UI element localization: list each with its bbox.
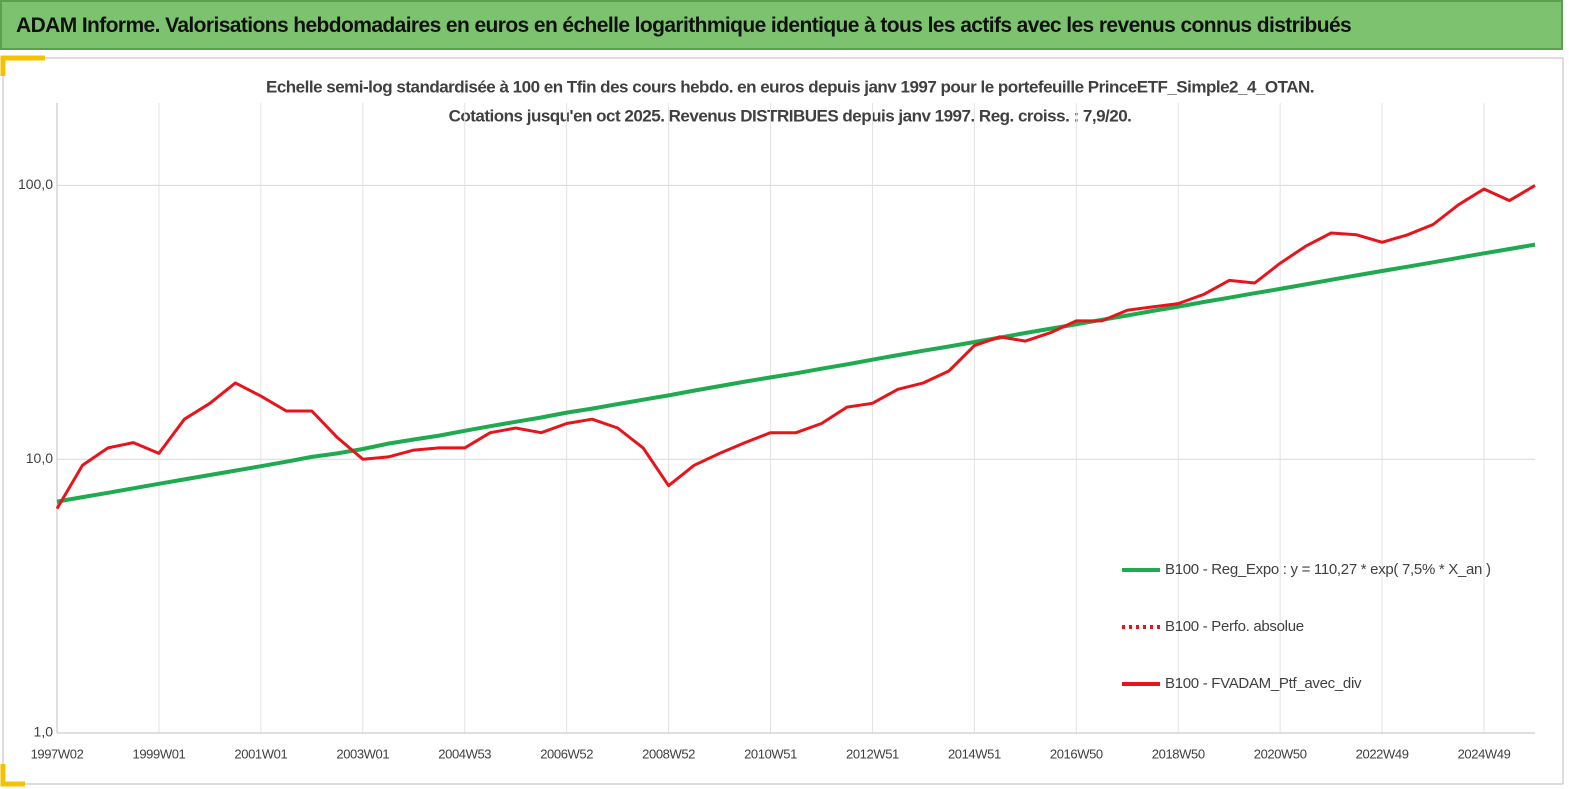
x-tick-label: 2014W51: [948, 746, 1001, 761]
y-tick-label: 1,0: [34, 724, 54, 740]
x-tick-label: 2016W50: [1050, 746, 1103, 761]
x-tick-label: 2004W53: [438, 746, 491, 761]
corner-accent: [0, 764, 25, 787]
series-line: [55, 184, 1536, 510]
chart-title: Echelle semi-log standardisée à 100 en T…: [266, 77, 1314, 96]
x-tick-label: 2012W51: [846, 746, 899, 761]
chart-frame: [2, 57, 1564, 785]
x-tick-label: 2001W01: [234, 746, 287, 761]
y-tick-label: 100,0: [18, 176, 53, 192]
x-tick-label: 2022W49: [1356, 746, 1409, 761]
chart-subtitle: Cotations jusqu'en oct 2025. Revenus DIS…: [449, 106, 1132, 125]
x-tick-label: 2008W52: [642, 746, 695, 761]
x-tick-label: 2024W49: [1458, 746, 1511, 761]
banner: ADAM Informe. Valorisations hebdomadaire…: [0, 0, 1563, 50]
x-tick-label: 1997W02: [31, 746, 84, 761]
legend-label: B100 - Reg_Expo : y = 110,27 * exp( 7,5%…: [1165, 561, 1491, 578]
corner-accent: [0, 55, 45, 76]
x-tick-label: 2018W50: [1152, 746, 1205, 761]
series-line: [56, 242, 1536, 504]
x-tick-label: 2010W51: [744, 746, 797, 761]
x-tick-label: 2006W52: [540, 746, 593, 761]
x-tick-label: 2003W01: [336, 746, 389, 761]
y-tick-label: 10,0: [26, 450, 53, 466]
banner-title: ADAM Informe. Valorisations hebdomadaire…: [16, 14, 1352, 37]
legend-label: B100 - FVADAM_Ptf_avec_div: [1165, 675, 1362, 692]
legend-label: B100 - Perfo. absolue: [1165, 618, 1304, 635]
x-tick-label: 2020W50: [1254, 746, 1307, 761]
x-tick-label: 1999W01: [133, 746, 186, 761]
